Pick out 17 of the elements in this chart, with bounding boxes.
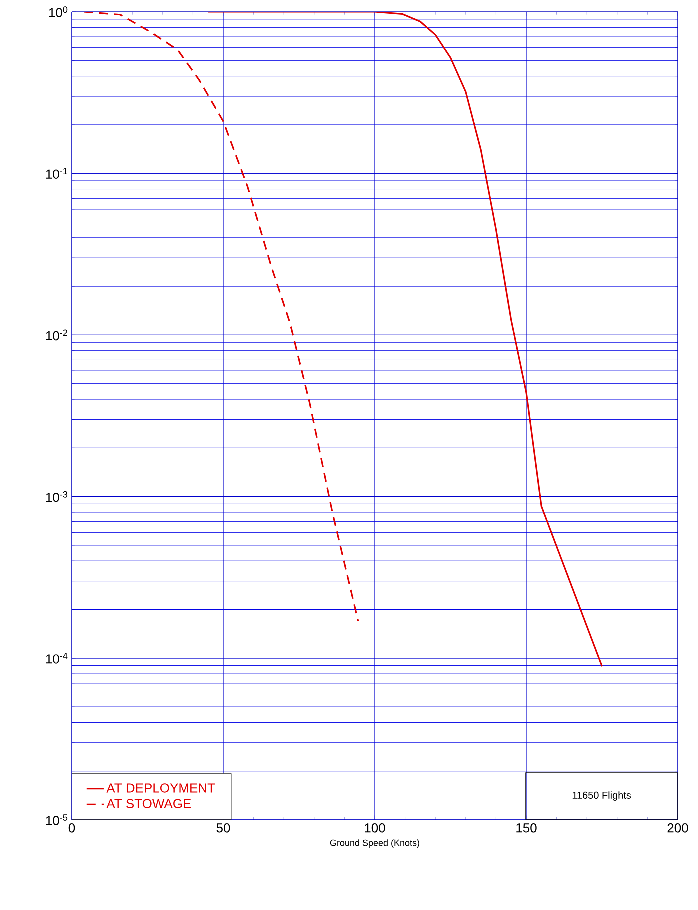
y-tick-label: 10$^{0}$ [49,6,68,18]
line-series [208,12,604,668]
y-tick-label: 10$^{-3}$ [46,491,68,502]
y-tick-label: 10$^{-4}$ [46,653,68,664]
legend-label: AT STOWAGE [106,799,192,808]
x-tick-label: 150 [516,824,537,833]
x-tick-label: 200 [668,824,688,833]
x-tick-label: 50 [216,824,230,833]
annotation: 11650 Flights [572,792,632,801]
legend-label: AT DEPLOYMENT [106,784,216,793]
y-tick-label: 10$^{-1}$ [46,168,68,179]
y-tick-label: 10$^{-5}$ [46,814,68,826]
line-series [83,12,360,622]
y-tick-label: 10$^{-2}$ [46,330,68,341]
x-axis-title: Ground Speed (Knots) [330,840,420,848]
x-tick-label: 100 [365,824,386,833]
x-tick-label: 0 [68,824,76,833]
